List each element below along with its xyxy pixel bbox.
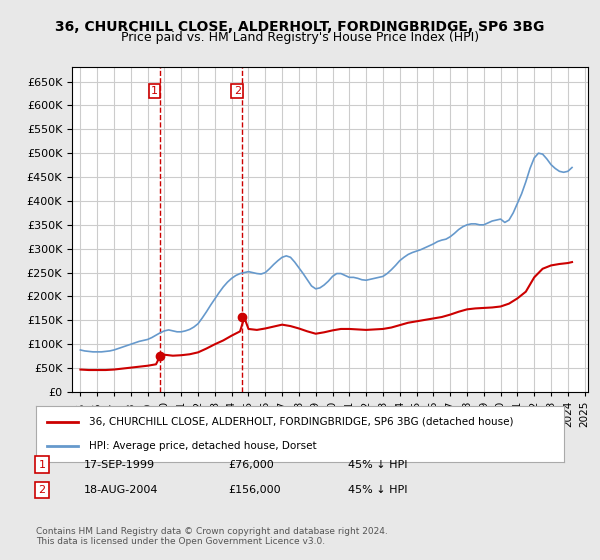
Text: 45% ↓ HPI: 45% ↓ HPI (348, 485, 407, 495)
Text: HPI: Average price, detached house, Dorset: HPI: Average price, detached house, Dors… (89, 441, 316, 451)
Text: 18-AUG-2004: 18-AUG-2004 (84, 485, 158, 495)
Text: 1: 1 (151, 86, 158, 96)
Text: 2: 2 (233, 86, 241, 96)
Text: 36, CHURCHILL CLOSE, ALDERHOLT, FORDINGBRIDGE, SP6 3BG (detached house): 36, CHURCHILL CLOSE, ALDERHOLT, FORDINGB… (89, 417, 513, 427)
Text: 2: 2 (38, 485, 46, 495)
Text: £156,000: £156,000 (228, 485, 281, 495)
Text: 17-SEP-1999: 17-SEP-1999 (84, 460, 155, 470)
Text: Contains HM Land Registry data © Crown copyright and database right 2024.
This d: Contains HM Land Registry data © Crown c… (36, 526, 388, 546)
Text: 45% ↓ HPI: 45% ↓ HPI (348, 460, 407, 470)
Text: 1: 1 (38, 460, 46, 470)
Text: £76,000: £76,000 (228, 460, 274, 470)
Text: Price paid vs. HM Land Registry's House Price Index (HPI): Price paid vs. HM Land Registry's House … (121, 31, 479, 44)
Text: 36, CHURCHILL CLOSE, ALDERHOLT, FORDINGBRIDGE, SP6 3BG: 36, CHURCHILL CLOSE, ALDERHOLT, FORDINGB… (55, 20, 545, 34)
